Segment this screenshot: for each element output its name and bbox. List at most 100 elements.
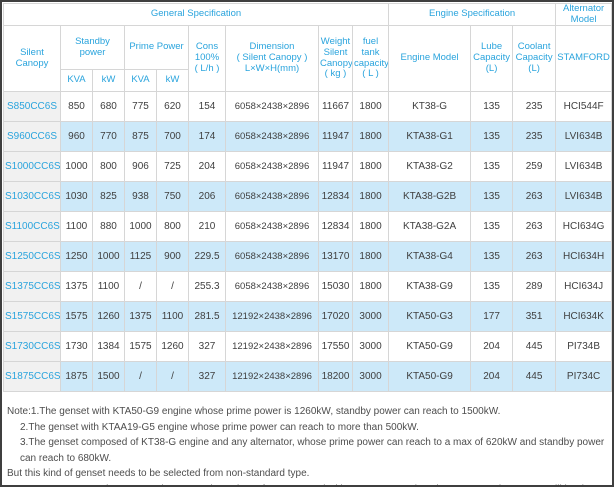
data-cell: 3000: [351, 361, 390, 392]
data-cell: 351: [512, 301, 557, 332]
data-cell: 960: [60, 121, 93, 152]
data-cell: 6058×2438×2896: [225, 241, 319, 272]
prime-power-header: Prime Power: [124, 25, 189, 70]
row-model-cell: S960CC6S: [3, 121, 61, 152]
data-cell: 206: [188, 181, 226, 212]
table-row: S1575CC6S 1575 1260 1375 1100 281.5 12192×2438…: [3, 301, 612, 332]
weight-header: Weight Silent Canopy ( kg ): [318, 25, 353, 92]
data-cell: 1800: [351, 151, 390, 182]
data-cell: LVI634B: [555, 151, 612, 182]
spec-table-body: S850CC6S 850 680 775 620 154 6058×2438×2896 116…: [3, 91, 612, 392]
data-cell: HCI634G: [555, 211, 612, 242]
spec-table: General Specification Engine Specificati…: [2, 3, 612, 392]
data-cell: /: [156, 361, 189, 392]
data-cell: HCI634K: [555, 301, 612, 332]
data-cell: 135: [470, 211, 514, 242]
data-cell: /: [124, 271, 157, 302]
data-cell: 13170: [318, 241, 353, 272]
alternator-model-header: Alternator Model: [555, 3, 612, 26]
note-line: 4.AS ECO43 2S4 alternator's prime power …: [7, 482, 608, 486]
data-cell: 12834: [318, 181, 353, 212]
engine-specification-header: Engine Specification: [388, 3, 557, 26]
data-cell: 6058×2438×2896: [225, 271, 319, 302]
data-cell: KTA38-G1: [388, 121, 472, 152]
data-cell: KTA38-G4: [388, 241, 472, 272]
header-row-groups: Silent Canopy Standby power Prime Power …: [3, 25, 612, 92]
row-model-cell: S1575CC6S: [3, 301, 61, 332]
data-cell: 281.5: [188, 301, 226, 332]
table-row: S960CC6S 960 770 875 700 174 6058×2438×2896 119…: [3, 121, 612, 152]
table-row: S1875CC6S 1875 1500//327 12192×2438×2896 182…: [3, 361, 612, 392]
data-cell: 445: [512, 361, 557, 392]
data-cell: HCI634H: [555, 241, 612, 272]
data-cell: 229.5: [188, 241, 226, 272]
data-cell: 18200: [318, 361, 353, 392]
data-cell: 1100: [156, 301, 189, 332]
data-cell: KTA38-G9: [388, 271, 472, 302]
data-cell: 880: [92, 211, 125, 242]
data-cell: 1800: [351, 241, 390, 272]
data-cell: 1100: [92, 271, 125, 302]
note-line: 2.The genset with KTAA19-G5 engine whose…: [20, 421, 419, 433]
data-cell: 850: [60, 91, 93, 122]
data-cell: 1800: [351, 211, 390, 242]
data-cell: 6058×2438×2896: [225, 151, 319, 182]
data-cell: 1800: [351, 91, 390, 122]
data-cell: 135: [470, 271, 514, 302]
data-cell: 6058×2438×2896: [225, 211, 319, 242]
data-cell: /: [124, 361, 157, 392]
data-cell: 135: [470, 121, 514, 152]
stamford-header: STAMFORD: [555, 25, 612, 92]
row-model-cell: S1250CC6S: [3, 241, 61, 272]
data-cell: PI734B: [555, 331, 612, 362]
data-cell: PI734C: [555, 361, 612, 392]
data-cell: 17020: [318, 301, 353, 332]
data-cell: 204: [470, 361, 514, 392]
data-cell: 11947: [318, 151, 353, 182]
data-cell: 135: [470, 151, 514, 182]
data-cell: 204: [470, 331, 514, 362]
data-cell: 327: [188, 331, 226, 362]
data-cell: LVI634B: [555, 121, 612, 152]
data-cell: 12192×2438×2896: [225, 331, 319, 362]
note-line: 3.The genset composed of KT38-G engine a…: [20, 437, 605, 464]
data-cell: 289: [512, 271, 557, 302]
data-cell: 6058×2438×2896: [225, 91, 319, 122]
standby-kw-header: kW: [92, 69, 125, 92]
data-cell: 1384: [92, 331, 125, 362]
notes-section: Note:1.The genset with KTA50-G9 engine w…: [7, 404, 608, 486]
dimension-header: Dimension ( Silent Canopy ) L×W×H(mm): [225, 25, 319, 92]
data-cell: 875: [124, 121, 157, 152]
data-cell: 1575: [124, 331, 157, 362]
data-cell: 210: [188, 211, 226, 242]
header-row-sections: General Specification Engine Specificati…: [2, 3, 612, 26]
data-cell: 1000: [60, 151, 93, 182]
data-cell: 259: [512, 151, 557, 182]
table-row: S1030CC6S 1030 825 938 750 206 6058×2438×2896 1…: [3, 181, 612, 212]
data-cell: 700: [156, 121, 189, 152]
data-cell: 12192×2438×2896: [225, 301, 319, 332]
data-cell: 263: [512, 241, 557, 272]
data-cell: 15030: [318, 271, 353, 302]
data-cell: 770: [92, 121, 125, 152]
data-cell: 17550: [318, 331, 353, 362]
data-cell: 1375: [60, 271, 93, 302]
silent-canopy-header: Silent Canopy: [3, 25, 61, 92]
spec-table-header: General Specification Engine Specificati…: [2, 3, 612, 92]
data-cell: 1875: [60, 361, 93, 392]
table-row: S1730CC6S 1730 1384 1575 1260 327 12192×2438×2…: [3, 331, 612, 362]
data-cell: 1000: [124, 211, 157, 242]
data-cell: 1500: [92, 361, 125, 392]
data-cell: 135: [470, 181, 514, 212]
data-cell: 1100: [60, 211, 93, 242]
data-cell: 445: [512, 331, 557, 362]
note-line: But this kind of genset needs to be sele…: [7, 468, 310, 479]
data-cell: 3000: [351, 331, 390, 362]
engine-model-header: Engine Model: [388, 25, 472, 92]
data-cell: 1000: [92, 241, 125, 272]
data-cell: 725: [156, 151, 189, 182]
data-cell: 1800: [351, 271, 390, 302]
data-cell: 255.3: [188, 271, 226, 302]
data-cell: KT38-G: [388, 91, 472, 122]
data-cell: 174: [188, 121, 226, 152]
